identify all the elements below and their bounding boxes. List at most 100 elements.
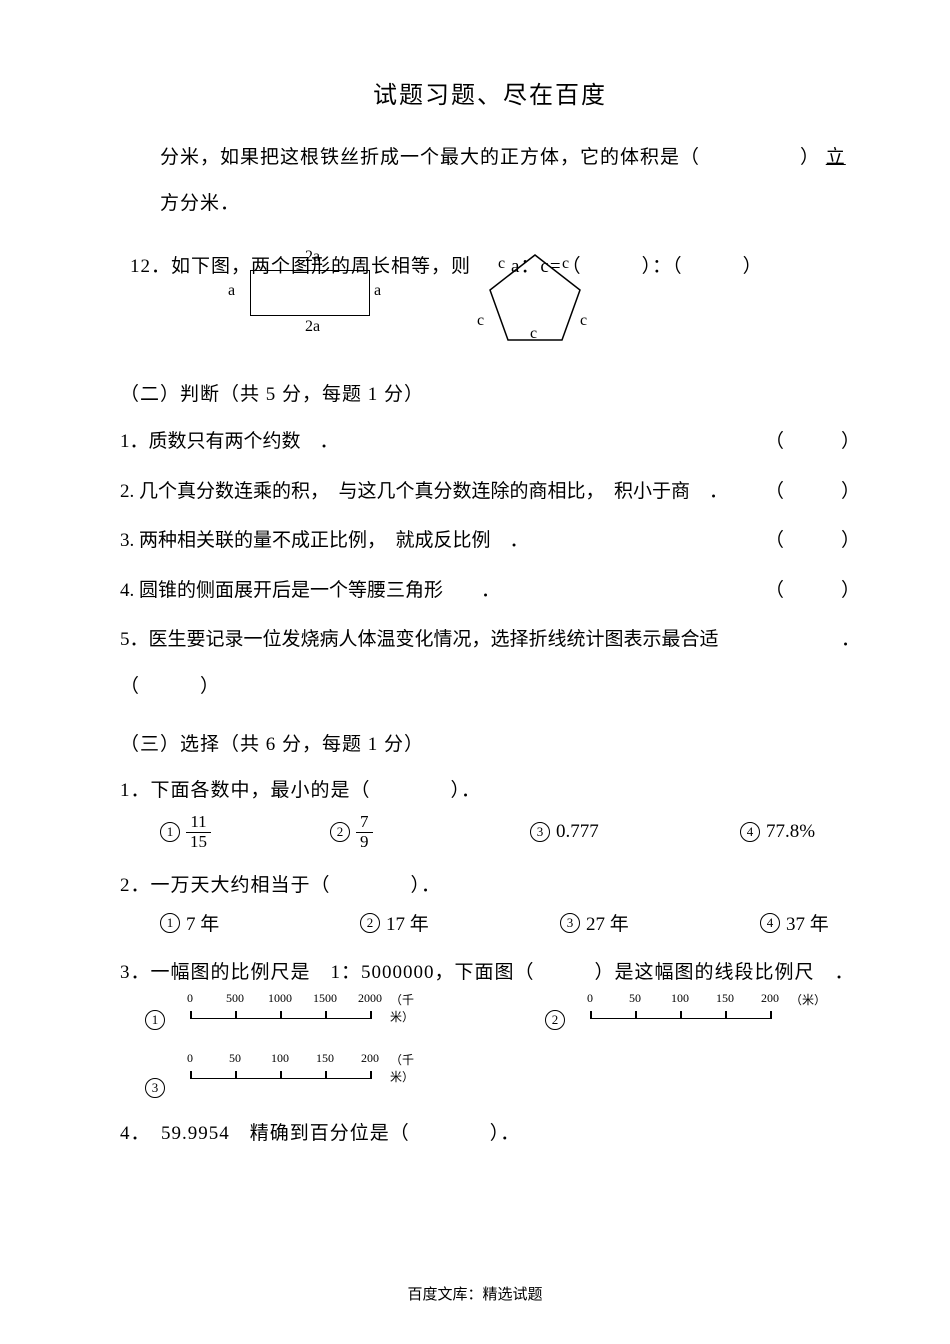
judge-q4: 4. 圆锥的侧面展开后是一个等腰三角形 ． （ ）: [120, 566, 860, 615]
tick-mark: [280, 1071, 282, 1079]
circled-3-icon: 3: [530, 822, 550, 842]
pent-c-tl: c: [498, 255, 505, 273]
judge-q2-text: 2. 几个真分数连乘的积， 与这几个真分数连除的商相比， 积小于商 ．: [120, 467, 728, 516]
judge-q5: 5．医生要记录一位发烧病人体温变化情况，选择折线统计图表示最合适 ．: [120, 615, 860, 664]
choice-q3-scales-row2: 3 0 50 100 150 200 （千米）: [150, 1056, 860, 1111]
frac-den: 9: [356, 833, 373, 852]
tick-3: 150: [716, 991, 734, 1006]
scale-line: [190, 1018, 370, 1028]
tick-mark: [370, 1011, 372, 1019]
tick-1: 50: [229, 1051, 241, 1066]
tick-mark: [680, 1011, 682, 1019]
rect-label-right: a: [374, 282, 381, 300]
choice-q1-options: 1 11 15 2 7 9 3 0.777 4 77.8%: [160, 813, 860, 851]
judge-q1-paren: （ ）: [765, 417, 860, 466]
pent-c-b: c: [530, 325, 537, 343]
rect-label-bottom: 2a: [305, 318, 320, 336]
opt1-text: 7 年: [186, 909, 219, 936]
pent-c-br: c: [580, 312, 587, 330]
tick-4: 200: [761, 991, 779, 1006]
fraction-11-15: 11 15: [186, 813, 211, 851]
judge-q2: 2. 几个真分数连乘的积， 与这几个真分数连除的商相比， 积小于商 ． （ ）: [120, 467, 860, 516]
opt3-text: 0.777: [556, 821, 599, 843]
tick-mark: [190, 1071, 192, 1079]
judge-q3-paren: （ ）: [765, 516, 860, 565]
judge-q5-dot: ．: [841, 615, 860, 664]
judge-q1-text: 1．质数只有两个约数 ．: [120, 417, 339, 466]
frac-den: 15: [186, 833, 211, 852]
pent-c-bl: c: [477, 312, 484, 330]
circled-3-icon: 3: [560, 913, 580, 933]
tick-mark: [635, 1011, 637, 1019]
tick-2: 1000: [268, 991, 292, 1006]
tick-mark: [770, 1011, 772, 1019]
choice-q3-stem: 3．一幅图的比例尺是 1：5000000，下面图（ ）是这幅图的线段比例尺 ．: [120, 950, 860, 996]
tick-0: 0: [187, 1051, 193, 1066]
tick-3: 150: [316, 1051, 334, 1066]
page-title: 试题习题、尽在百度: [120, 75, 860, 110]
judge-q3: 3. 两种相关联的量不成正比例， 就成反比例 ． （ ）: [120, 516, 860, 565]
circled-1-icon: 1: [145, 1010, 165, 1030]
choice-q2-opt3: 3 27 年: [560, 909, 750, 936]
circled-2-icon: 2: [330, 822, 350, 842]
opt3-text: 27 年: [586, 909, 629, 936]
tick-0: 0: [587, 991, 593, 1006]
choice-q3-scales-row1: 1 0 500 1000 1500 2000 （千米） 2 0 50 100 1…: [150, 996, 860, 1056]
tick-mark: [190, 1011, 192, 1019]
q11-line2: 方分米．: [120, 181, 860, 227]
page-footer: 百度文库：精选试题: [0, 1283, 950, 1304]
q11-line1: 分米，如果把这根铁丝折成一个最大的正方体，它的体积是（ ） 立: [120, 135, 860, 181]
scale-option-3: 3 0 50 100 150 200 （千米）: [150, 1056, 380, 1086]
rect-label-top: 2a: [305, 248, 320, 266]
frac-num: 7: [356, 813, 373, 833]
choice-q2-opt1: 1 7 年: [160, 909, 350, 936]
scale-line: [190, 1078, 370, 1088]
tick-mark: [325, 1011, 327, 1019]
q11-text1: 分米，如果把这根铁丝折成一个最大的正方体，它的体积是（ ）: [160, 147, 820, 168]
q12-figures: 2a 2a a a c c c c c: [120, 260, 860, 360]
circled-4-icon: 4: [760, 913, 780, 933]
tick-mark: [280, 1011, 282, 1019]
circled-3-icon: 3: [145, 1078, 165, 1098]
choice-q1-opt3: 3 0.777: [530, 813, 730, 851]
unit-2: （米）: [790, 991, 826, 1008]
circled-1-icon: 1: [160, 822, 180, 842]
judge-q4-text: 4. 圆锥的侧面展开后是一个等腰三角形 ．: [120, 566, 500, 615]
circled-1-icon: 1: [160, 913, 180, 933]
rect-label-left: a: [228, 282, 235, 300]
choice-q2-opt2: 2 17 年: [360, 909, 550, 936]
scale-ruler-1: 0 500 1000 1500 2000 （千米）: [180, 996, 380, 1026]
choice-q1-opt2: 2 7 9: [330, 813, 520, 851]
judge-q3-text: 3. 两种相关联的量不成正比例， 就成反比例 ．: [120, 516, 529, 565]
judge-q5-text: 5．医生要记录一位发烧病人体温变化情况，选择折线统计图表示最合适: [120, 615, 719, 664]
rectangle-shape: [250, 270, 370, 316]
choice-q2-opt4: 4 37 年: [760, 909, 829, 936]
tick-mark: [370, 1071, 372, 1079]
choice-q2-stem: 2．一万天大约相当于（ ）．: [120, 863, 860, 909]
q11-underline: 立: [826, 147, 846, 168]
circled-2-icon: 2: [545, 1010, 565, 1030]
unit-3: （千米）: [390, 1051, 414, 1085]
tick-mark: [325, 1071, 327, 1079]
opt2-text: 17 年: [386, 909, 429, 936]
choice-q1-stem: 1．下面各数中，最小的是（ ）．: [120, 768, 860, 814]
judge-q1: 1．质数只有两个约数 ． （ ）: [120, 417, 860, 466]
circled-4-icon: 4: [740, 822, 760, 842]
pentagon-figure: c c c c c: [480, 250, 590, 355]
choice-q1-opt4: 4 77.8%: [740, 813, 815, 851]
tick-2: 100: [671, 991, 689, 1006]
tick-2: 100: [271, 1051, 289, 1066]
section3-heading: （三）选择（共 6 分，每题 1 分）: [120, 722, 860, 768]
tick-4: 2000: [358, 991, 382, 1006]
tick-mark: [725, 1011, 727, 1019]
scale-line: [590, 1018, 770, 1028]
frac-num: 11: [186, 813, 210, 833]
unit-1: （千米）: [390, 991, 414, 1025]
tick-3: 1500: [313, 991, 337, 1006]
circled-2-icon: 2: [360, 913, 380, 933]
choice-q2-options: 1 7 年 2 17 年 3 27 年 4 37 年: [160, 909, 860, 936]
section2-heading: （二）判断（共 5 分，每题 1 分）: [120, 372, 860, 418]
fraction-7-9: 7 9: [356, 813, 373, 851]
tick-1: 500: [226, 991, 244, 1006]
choice-q4-stem: 4． 59.9954 精确到百分位是（ ）．: [120, 1111, 860, 1157]
